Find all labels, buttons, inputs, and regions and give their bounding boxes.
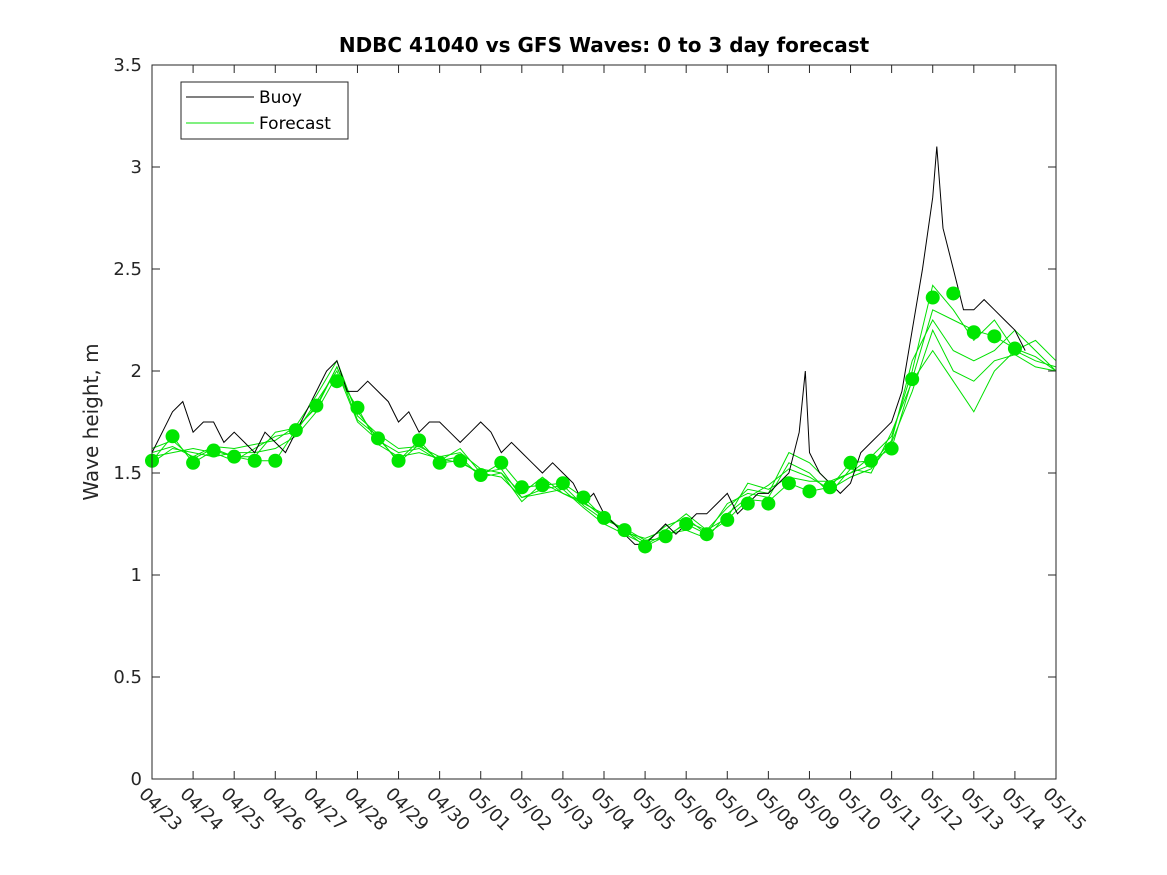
forecast-marker bbox=[597, 510, 611, 525]
x-tick-label: 04/27 bbox=[299, 784, 351, 836]
forecast-marker bbox=[740, 496, 755, 511]
forecast-marker bbox=[802, 484, 817, 499]
forecast-marker bbox=[679, 517, 694, 531]
x-tick-label: 05/04 bbox=[586, 784, 638, 836]
x-tick-label: 05/09 bbox=[792, 784, 844, 836]
x-tick-label: 05/13 bbox=[956, 784, 1008, 836]
forecast-marker bbox=[617, 523, 632, 538]
x-tick-label: 05/01 bbox=[463, 784, 515, 836]
x-tick-label: 05/14 bbox=[997, 784, 1049, 836]
buoy-line-group bbox=[151, 146, 1026, 545]
x-tick-label: 05/05 bbox=[628, 784, 680, 836]
y-tick-label: 1 bbox=[131, 565, 142, 586]
forecast-marker bbox=[412, 433, 427, 448]
forecast-marker bbox=[946, 286, 961, 301]
x-tick-label: 04/30 bbox=[422, 784, 474, 836]
x-tick-label: 05/12 bbox=[915, 784, 967, 836]
x-tick-label: 04/24 bbox=[176, 784, 228, 836]
y-tick-label: 2 bbox=[131, 361, 142, 382]
legend-buoy-label: Buoy bbox=[259, 88, 302, 108]
forecast-marker bbox=[288, 423, 303, 438]
forecast-marker bbox=[987, 329, 1002, 344]
x-tick-label: 05/06 bbox=[669, 784, 721, 836]
x-tick-label: 04/28 bbox=[340, 784, 392, 836]
forecast-marker bbox=[1007, 341, 1022, 356]
y-tick-label: 3.5 bbox=[113, 55, 142, 76]
x-tick-label: 04/29 bbox=[381, 784, 433, 836]
y-tick-label: 3 bbox=[131, 157, 142, 178]
forecast-marker bbox=[658, 529, 673, 544]
forecast-marker bbox=[329, 374, 344, 389]
x-tick-label: 04/25 bbox=[217, 784, 269, 836]
forecast-marker bbox=[966, 325, 981, 340]
x-tick-label: 05/08 bbox=[751, 784, 803, 836]
forecast-marker bbox=[247, 453, 262, 468]
forecast-marker bbox=[494, 455, 509, 470]
forecast-marker bbox=[206, 443, 221, 458]
forecast-marker bbox=[453, 453, 468, 468]
y-axis-ticks: 0 0.5 1 1.5 2 2.5 3 3.5 bbox=[113, 55, 1056, 790]
x-tick-label: 05/07 bbox=[710, 784, 762, 836]
y-tick-label: 0 bbox=[131, 769, 142, 790]
legend-forecast-label: Forecast bbox=[259, 114, 331, 134]
x-tick-label: 04/23 bbox=[134, 784, 186, 836]
y-tick-label: 2.5 bbox=[113, 259, 142, 280]
forecast-marker bbox=[884, 441, 899, 456]
y-axis-label: Wave height, m bbox=[79, 343, 103, 500]
forecast-marker bbox=[165, 429, 180, 444]
forecast-marker bbox=[268, 453, 283, 468]
forecast-marker bbox=[186, 455, 201, 470]
forecast-marker bbox=[823, 480, 837, 495]
forecast-markers bbox=[145, 286, 1022, 554]
legend-box bbox=[180, 81, 349, 140]
forecast-marker bbox=[720, 512, 735, 527]
forecast-marker bbox=[514, 480, 529, 495]
forecast-marker bbox=[391, 453, 406, 468]
x-tick-label: 04/26 bbox=[258, 784, 310, 836]
y-tick-label: 0.5 bbox=[113, 667, 142, 688]
forecast-marker bbox=[227, 449, 242, 464]
plot-area-background bbox=[152, 65, 1056, 779]
forecast-marker bbox=[925, 290, 940, 305]
forecast-marker bbox=[555, 476, 570, 491]
y-tick-label: 1.5 bbox=[113, 463, 142, 484]
forecast-marker bbox=[309, 398, 324, 413]
forecast-marker bbox=[350, 400, 365, 415]
forecast-marker bbox=[781, 476, 796, 491]
forecast-marker bbox=[473, 468, 488, 483]
forecast-marker bbox=[371, 431, 385, 446]
forecast-marker bbox=[905, 372, 920, 387]
forecast-marker bbox=[843, 455, 858, 470]
x-tick-label: 05/10 bbox=[833, 784, 885, 836]
forecast-marker bbox=[432, 455, 447, 470]
forecast-marker bbox=[638, 539, 653, 554]
legend: Buoy Forecast bbox=[180, 81, 349, 140]
forecast-marker bbox=[699, 527, 714, 542]
buoy-series-line bbox=[151, 146, 1026, 545]
forecast-marker bbox=[761, 496, 776, 511]
x-tick-label: 05/15 bbox=[1038, 784, 1090, 836]
x-tick-label: 05/02 bbox=[504, 784, 556, 836]
chart-title: NDBC 41040 vs GFS Waves: 0 to 3 day fore… bbox=[339, 33, 870, 57]
x-tick-label: 05/03 bbox=[545, 784, 597, 836]
forecast-marker bbox=[535, 478, 550, 493]
forecast-marker bbox=[864, 453, 879, 468]
forecast-marker bbox=[576, 490, 591, 505]
x-tick-label: 05/11 bbox=[874, 784, 926, 836]
